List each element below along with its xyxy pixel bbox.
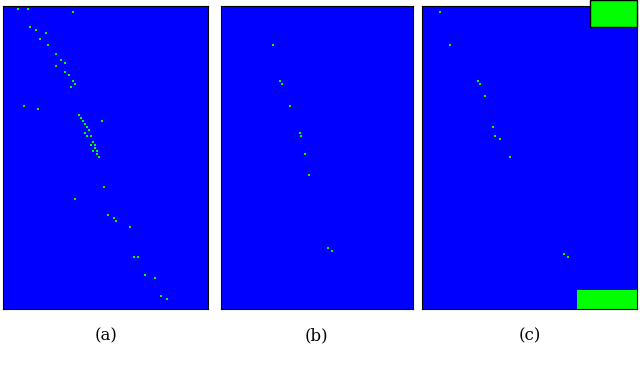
Point [68,78,78,84]
Point [63,72,74,78]
Point [559,251,569,257]
Point [25,24,35,30]
Point [475,82,485,88]
Point [41,30,51,36]
Point [129,254,140,260]
Point [31,27,41,33]
Point [86,142,97,148]
Point [473,78,483,84]
Point [12,6,22,12]
Point [22,6,33,12]
Point [268,42,278,48]
Point [327,248,337,254]
Point [102,212,113,218]
Point [70,82,80,88]
Point [445,42,456,48]
Point [277,82,287,88]
Point [84,127,94,133]
Point [56,57,66,63]
Point [51,51,61,57]
Point [92,151,102,157]
Point [35,36,45,42]
Point [296,133,307,139]
Point [80,121,90,127]
Point [162,297,172,303]
Point [60,60,70,66]
Point [99,184,109,190]
Point [150,275,160,281]
Point [33,105,43,111]
Point [51,63,61,69]
Point [435,9,445,15]
Point [300,151,310,157]
Point [60,69,70,75]
Point [488,124,499,130]
Point [109,215,119,221]
Point [97,118,107,124]
Point [70,196,80,202]
Point [490,133,500,139]
Point [43,42,53,48]
Point [479,94,490,99]
Point [495,136,505,142]
Point [88,148,99,154]
Bar [577,290,637,309]
Point [563,254,573,260]
Point [294,130,305,136]
Point [86,133,97,139]
Point [133,254,143,260]
Point [94,154,104,160]
Point [74,112,84,118]
Point [90,142,100,148]
Point [82,133,92,139]
Point [80,130,90,136]
Point [304,172,314,178]
Point [323,245,333,251]
Point [125,224,135,230]
Point [275,78,285,84]
Point [92,148,102,154]
Point [78,118,88,124]
Text: (a): (a) [94,327,117,344]
Point [156,294,166,300]
Point [66,85,76,91]
Point [285,102,295,108]
Point [76,115,86,121]
Point [82,124,92,130]
Point [505,154,515,160]
Point [111,218,121,224]
Point [68,9,78,15]
Text: (b): (b) [305,327,328,344]
Text: (c): (c) [518,327,541,344]
Point [140,272,150,278]
Point [90,145,100,151]
Point [19,102,29,108]
Point [88,139,99,145]
